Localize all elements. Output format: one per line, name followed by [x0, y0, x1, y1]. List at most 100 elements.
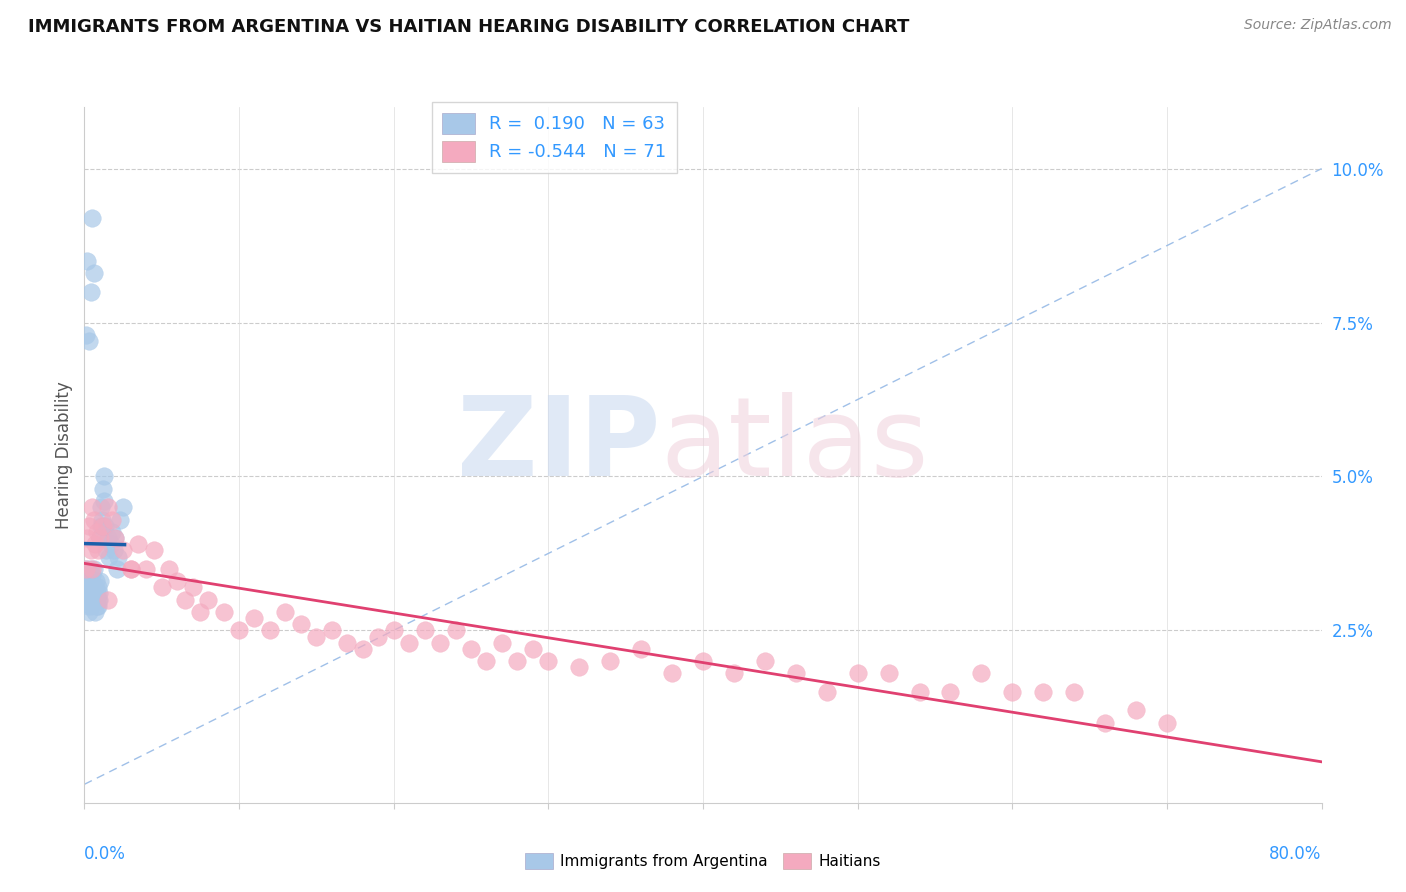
Point: [112, 543, 135, 558]
Point: [75, 562, 97, 576]
Point: [352, 641, 374, 656]
Point: [75, 327, 97, 342]
Point: [87, 592, 110, 607]
Point: [723, 666, 745, 681]
Point: [76, 580, 98, 594]
Point: [96, 592, 118, 607]
Point: [90, 518, 112, 533]
Point: [76, 574, 98, 589]
Point: [75, 562, 97, 576]
Point: [382, 624, 405, 638]
Point: [87, 586, 110, 600]
Point: [76, 531, 98, 545]
Point: [101, 512, 124, 526]
Text: atlas: atlas: [661, 392, 929, 500]
Point: [506, 654, 529, 668]
Point: [105, 562, 128, 576]
Point: [127, 537, 149, 551]
Point: [305, 630, 328, 644]
Point: [76, 254, 98, 268]
Point: [93, 494, 115, 508]
Point: [86, 592, 108, 607]
Point: [76, 599, 98, 613]
Point: [94, 543, 117, 558]
Point: [103, 543, 125, 558]
Text: 0.0%: 0.0%: [84, 845, 127, 863]
Point: [83, 580, 105, 594]
Point: [630, 641, 652, 656]
Point: [82, 562, 104, 576]
Point: [80, 592, 103, 607]
Point: [143, 543, 166, 558]
Point: [661, 666, 683, 681]
Point: [398, 636, 420, 650]
Point: [91, 482, 114, 496]
Point: [76, 586, 98, 600]
Point: [84, 605, 107, 619]
Point: [120, 562, 142, 576]
Point: [107, 549, 129, 564]
Point: [83, 512, 105, 526]
Text: IMMIGRANTS FROM ARGENTINA VS HAITIAN HEARING DISABILITY CORRELATION CHART: IMMIGRANTS FROM ARGENTINA VS HAITIAN HEA…: [28, 18, 910, 36]
Point: [89, 531, 111, 545]
Point: [846, 666, 869, 681]
Point: [754, 654, 776, 668]
Point: [166, 574, 188, 589]
Point: [108, 512, 131, 526]
Point: [75, 580, 97, 594]
Point: [84, 537, 107, 551]
Point: [197, 592, 219, 607]
Point: [86, 586, 108, 600]
Point: [1156, 715, 1178, 730]
Point: [79, 543, 101, 558]
Point: [79, 592, 101, 607]
Point: [87, 543, 110, 558]
Point: [83, 562, 105, 576]
Point: [84, 586, 107, 600]
Point: [150, 580, 173, 594]
Point: [939, 685, 962, 699]
Point: [79, 562, 101, 576]
Text: ZIP: ZIP: [457, 392, 661, 500]
Point: [188, 605, 212, 619]
Point: [1063, 685, 1085, 699]
Legend: R =  0.190   N = 63, R = -0.544   N = 71: R = 0.190 N = 63, R = -0.544 N = 71: [432, 103, 678, 173]
Y-axis label: Hearing Disability: Hearing Disability: [55, 381, 73, 529]
Point: [82, 211, 104, 225]
Point: [82, 500, 104, 515]
Point: [96, 500, 118, 515]
Point: [159, 562, 180, 576]
Point: [80, 599, 103, 613]
Point: [86, 592, 108, 607]
Point: [785, 666, 807, 681]
Point: [82, 592, 104, 607]
Point: [86, 524, 108, 539]
Point: [568, 660, 591, 674]
Point: [80, 586, 103, 600]
Point: [228, 624, 250, 638]
Point: [112, 500, 135, 515]
Point: [1032, 685, 1054, 699]
Point: [75, 568, 97, 582]
Point: [89, 574, 111, 589]
Point: [86, 599, 108, 613]
Point: [444, 624, 467, 638]
Point: [83, 586, 105, 600]
Point: [82, 580, 104, 594]
Point: [274, 605, 297, 619]
Point: [815, 685, 838, 699]
Point: [970, 666, 993, 681]
Point: [491, 636, 513, 650]
Point: [104, 531, 127, 545]
Point: [692, 654, 714, 668]
Point: [181, 580, 204, 594]
Point: [321, 624, 343, 638]
Point: [83, 266, 105, 280]
Point: [101, 524, 124, 539]
Point: [77, 605, 100, 619]
Point: [98, 549, 121, 564]
Point: [77, 334, 100, 348]
Point: [460, 641, 482, 656]
Point: [82, 568, 104, 582]
Point: [522, 641, 544, 656]
